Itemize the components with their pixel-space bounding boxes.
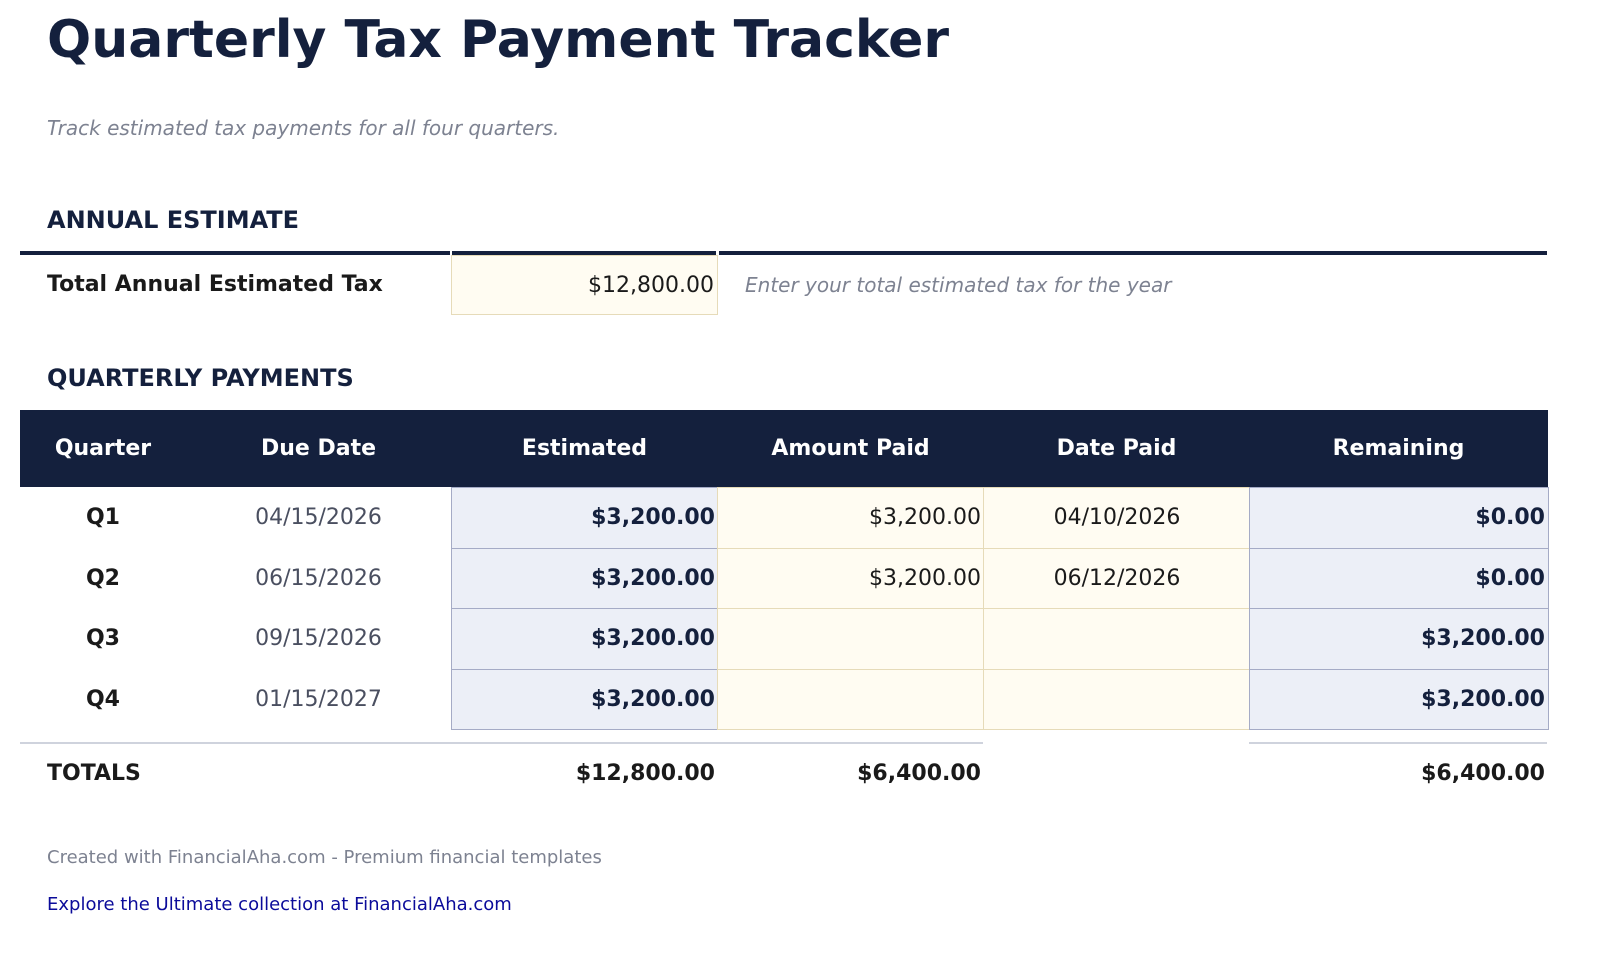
cell-estimated: $3,200.00 [451, 608, 719, 670]
divider [719, 251, 1547, 255]
cell-due-date: 09/15/2026 [255, 626, 382, 652]
header-amount-paid: Amount Paid [717, 410, 984, 487]
cell-quarter: Q3 [85, 626, 120, 652]
cell-due-date: 06/15/2026 [255, 565, 382, 591]
header-quarter: Quarter [20, 410, 186, 487]
totals-label: TOTALS [47, 760, 141, 786]
total-paid: $6,400.00 [857, 760, 981, 786]
cell-remaining: $3,200.00 [1249, 668, 1549, 730]
cell-due-date: 04/15/2026 [255, 505, 382, 531]
header-remaining: Remaining [1249, 410, 1548, 487]
cell-date-paid[interactable] [983, 668, 1251, 730]
cell-remaining: $3,200.00 [1249, 608, 1549, 670]
cell-date-paid[interactable]: 04/10/2026 [983, 487, 1251, 549]
cell-date-paid[interactable]: 06/12/2026 [983, 547, 1251, 609]
divider [452, 251, 716, 255]
quarterly-heading: QUARTERLY PAYMENTS [47, 364, 354, 392]
total-remaining: $6,400.00 [1421, 760, 1545, 786]
cell-quarter: Q2 [85, 565, 120, 591]
totals-divider [1249, 742, 1547, 744]
page-title: Quarterly Tax Payment Tracker [47, 10, 950, 70]
annual-hint: Enter your total estimated tax for the y… [745, 272, 1172, 297]
cell-estimated: $3,200.00 [451, 668, 719, 730]
annual-tax-input[interactable]: $12,800.00 [451, 255, 718, 315]
annual-label: Total Annual Estimated Tax [47, 272, 383, 297]
cell-quarter: Q1 [85, 505, 120, 531]
header-due-date: Due Date [186, 410, 451, 487]
cell-amount-paid[interactable]: $3,200.00 [717, 487, 985, 549]
divider [20, 251, 450, 255]
financialaha-link[interactable]: Explore the Ultimate collection at Finan… [47, 894, 512, 915]
totals-divider [20, 742, 983, 744]
cell-remaining: $0.00 [1249, 487, 1549, 549]
annual-heading: ANNUAL ESTIMATE [47, 206, 300, 234]
cell-date-paid[interactable] [983, 608, 1251, 670]
cell-amount-paid[interactable]: $3,200.00 [717, 547, 985, 609]
cell-amount-paid[interactable] [717, 668, 985, 730]
cell-quarter: Q4 [85, 686, 120, 712]
subtitle: Track estimated tax payments for all fou… [47, 116, 560, 140]
cell-due-date: 01/15/2027 [255, 686, 382, 712]
cell-remaining: $0.00 [1249, 547, 1549, 609]
footer-credit: Created with FinancialAha.com - Premium … [47, 847, 602, 868]
cell-estimated: $3,200.00 [451, 487, 719, 549]
header-estimated: Estimated [451, 410, 718, 487]
cell-estimated: $3,200.00 [451, 547, 719, 609]
total-estimated: $12,800.00 [575, 760, 715, 786]
header-date-paid: Date Paid [983, 410, 1250, 487]
cell-amount-paid[interactable] [717, 608, 985, 670]
